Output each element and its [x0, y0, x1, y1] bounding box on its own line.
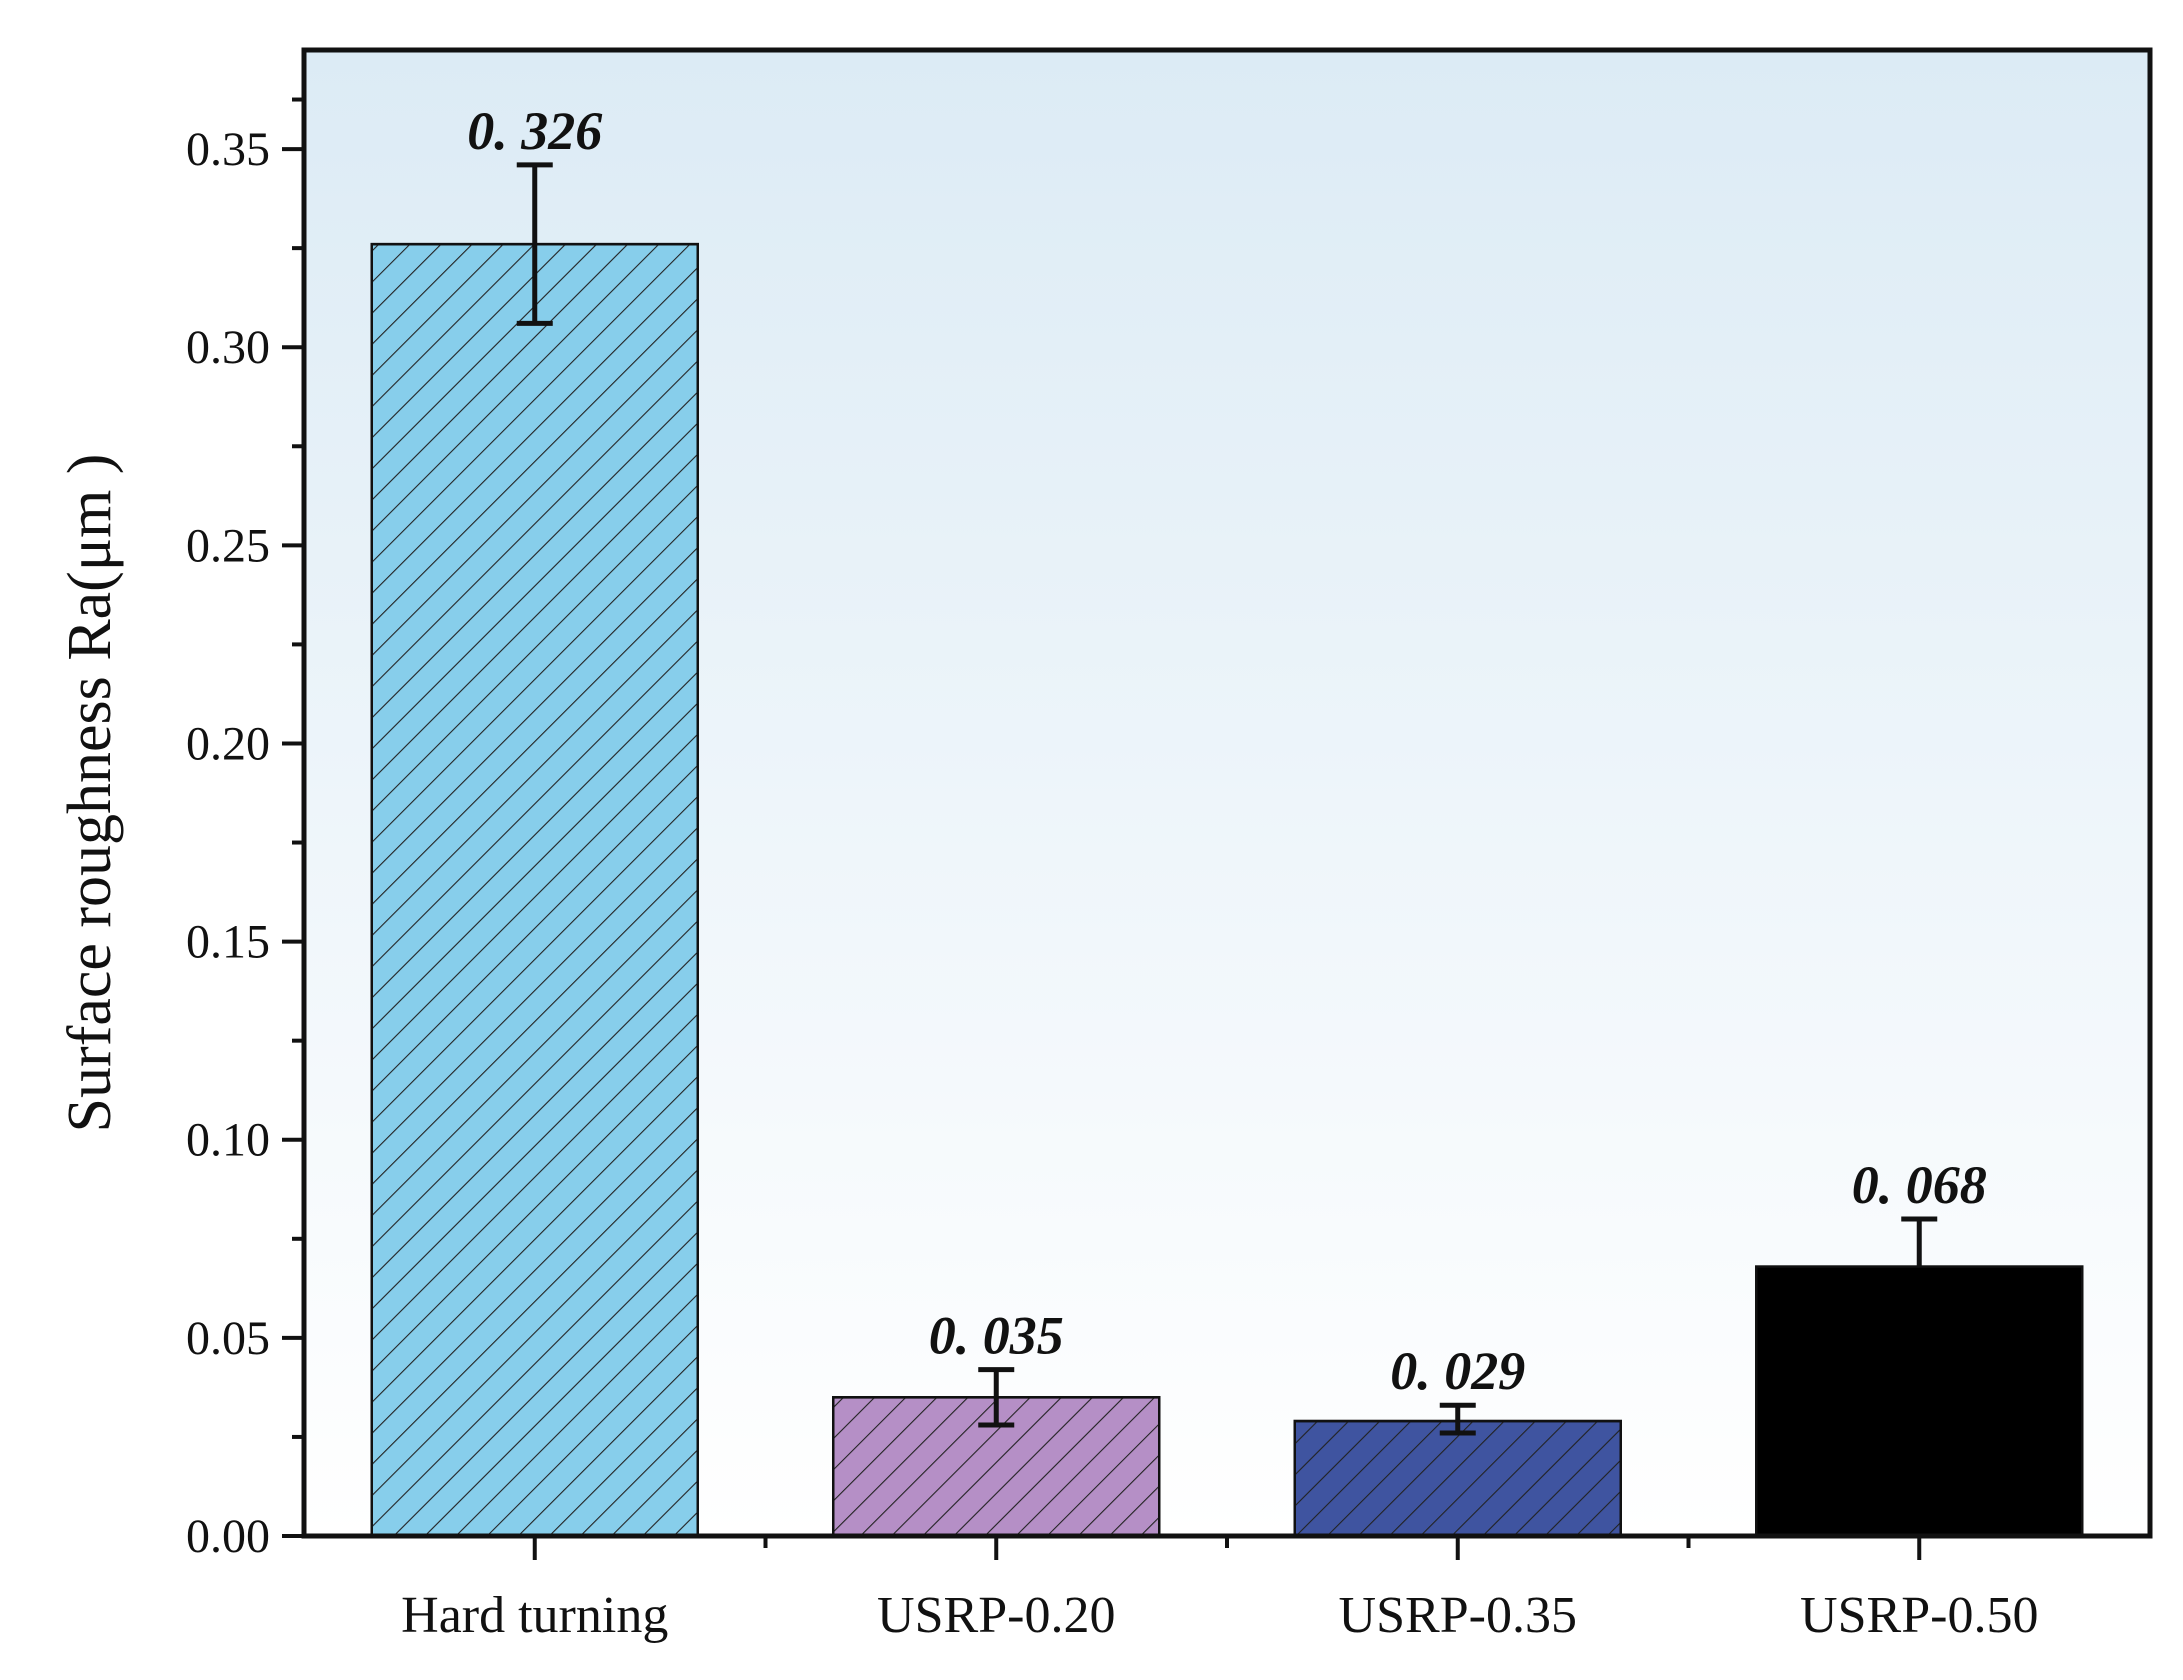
error-bar-1	[516, 162, 553, 326]
y-tick-label-7: 0.35	[186, 123, 270, 176]
error-bars	[516, 162, 1938, 1436]
value-label-3: 0. 029	[1390, 1341, 1525, 1401]
y-axis-title: Surface roughness Ra(μm )	[56, 454, 124, 1133]
x-tick-label-4: USRP-0.50	[1800, 1587, 2038, 1644]
x-tick-label-3: USRP-0.35	[1339, 1587, 1577, 1644]
value-label-2: 0. 035	[929, 1306, 1064, 1366]
x-axis-ticks: Hard turning USRP-0.20 USRP-0.35 USRP-0.50	[401, 1536, 2038, 1644]
y-tick-label-2: 0.10	[186, 1114, 270, 1167]
bars	[370, 242, 2084, 1538]
x-tick-label-1: Hard turning	[401, 1587, 668, 1644]
bar-hatch-3	[1293, 1419, 1622, 1538]
error-bar-2	[978, 1367, 1015, 1428]
bar-hatch-1	[370, 242, 699, 1538]
y-tick-label-5: 0.25	[186, 519, 270, 572]
y-tick-label-0: 0.00	[186, 1510, 270, 1563]
value-label-4: 0. 068	[1852, 1155, 1987, 1215]
y-tick-label-6: 0.30	[186, 321, 270, 374]
y-tick-label-4: 0.20	[186, 717, 270, 770]
value-label-1: 0. 326	[467, 101, 602, 161]
error-bar-3	[1439, 1402, 1476, 1436]
y-tick-label-1: 0.05	[186, 1312, 270, 1365]
error-bar-4	[1901, 1216, 1938, 1267]
bar-4	[1755, 1265, 2084, 1538]
value-labels: 0. 326 0. 035 0. 029 0. 068	[467, 101, 1987, 1401]
x-tick-label-2: USRP-0.20	[877, 1587, 1115, 1644]
y-axis-ticks: 0.00 0.05 0.10 0.15 0.20 0.25 0.30 0.35	[186, 97, 304, 1563]
y-tick-label-3: 0.15	[186, 916, 270, 969]
